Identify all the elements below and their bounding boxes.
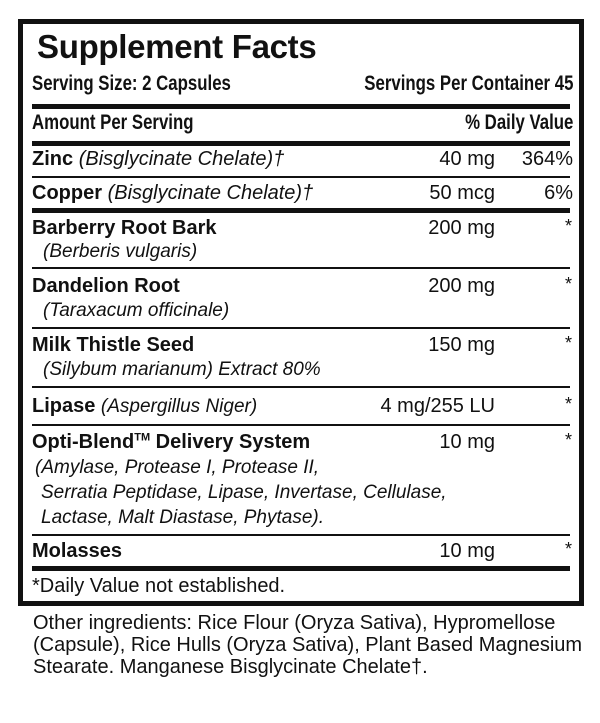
divider xyxy=(32,424,570,426)
divider xyxy=(32,534,570,536)
supplement-facts-panel: Supplement Facts Serving Size: 2 Capsule… xyxy=(18,19,584,606)
row-lipase-name: Lipase (Aspergillus Niger) xyxy=(32,395,258,417)
row-opti-blend-source-line: (Amylase, Protease I, Protease II, xyxy=(35,457,320,478)
row-opti-blend-dv: * xyxy=(564,430,572,450)
other-ingredients: Other ingredients: Rice Flour (Oryza Sat… xyxy=(33,612,583,678)
row-opti-blend-source-line: Serratia Peptidase, Lipase, Invertase, C… xyxy=(41,482,447,503)
row-dandelion-name: Dandelion Root xyxy=(32,275,180,297)
row-molasses-dv: * xyxy=(564,539,572,559)
row-molasses-amount: 10 mg xyxy=(439,540,495,562)
divider xyxy=(32,267,570,269)
row-milk-thistle-name: Milk Thistle Seed xyxy=(32,334,195,356)
servings-per-container: Servings Per Container 45 xyxy=(363,72,573,95)
row-zinc-amount: 40 mg xyxy=(439,148,495,170)
row-milk-thistle-source: (Silybum marianum) Extract 80% xyxy=(43,359,321,380)
panel-title: Supplement Facts xyxy=(37,28,317,65)
row-copper-amount: 50 mcg xyxy=(429,182,495,204)
amount-per-serving-header: Amount Per Serving xyxy=(32,111,194,134)
divider xyxy=(32,141,570,146)
row-milk-thistle-amount: 150 mg xyxy=(428,334,495,356)
row-barberry-amount: 200 mg xyxy=(428,217,495,239)
row-opti-blend-source-line: Lactase, Malt Diastase, Phytase). xyxy=(41,507,325,528)
row-barberry-dv: * xyxy=(564,216,572,236)
row-barberry-name: Barberry Root Bark xyxy=(32,217,217,239)
divider xyxy=(32,386,570,388)
row-molasses-name: Molasses xyxy=(32,540,123,562)
row-zinc-dv: 364% xyxy=(521,148,573,170)
row-barberry-source: (Berberis vulgaris) xyxy=(43,241,198,262)
daily-value-header: % Daily Value xyxy=(464,111,573,134)
divider xyxy=(32,327,570,329)
divider xyxy=(32,566,570,571)
row-opti-blend-name: Opti-BlendTM Delivery System xyxy=(32,431,311,453)
row-copper-dv: 6% xyxy=(544,182,573,204)
row-dandelion-dv: * xyxy=(564,274,572,294)
row-copper-name: Copper (Bisglycinate Chelate)† xyxy=(32,182,314,204)
footnote: *Daily Value not established. xyxy=(32,575,286,597)
serving-size: Serving Size: 2 Capsules xyxy=(32,72,231,95)
divider xyxy=(32,208,570,213)
row-lipase-amount: 4 mg/255 LU xyxy=(380,395,495,417)
row-zinc-name: Zinc (Bisglycinate Chelate)† xyxy=(32,148,285,170)
divider xyxy=(32,104,570,109)
row-opti-blend-amount: 10 mg xyxy=(439,431,495,453)
row-lipase-dv: * xyxy=(564,394,572,414)
row-dandelion-amount: 200 mg xyxy=(428,275,495,297)
row-milk-thistle-dv: * xyxy=(564,333,572,353)
divider xyxy=(32,176,570,178)
row-dandelion-source: (Taraxacum officinale) xyxy=(43,300,230,321)
